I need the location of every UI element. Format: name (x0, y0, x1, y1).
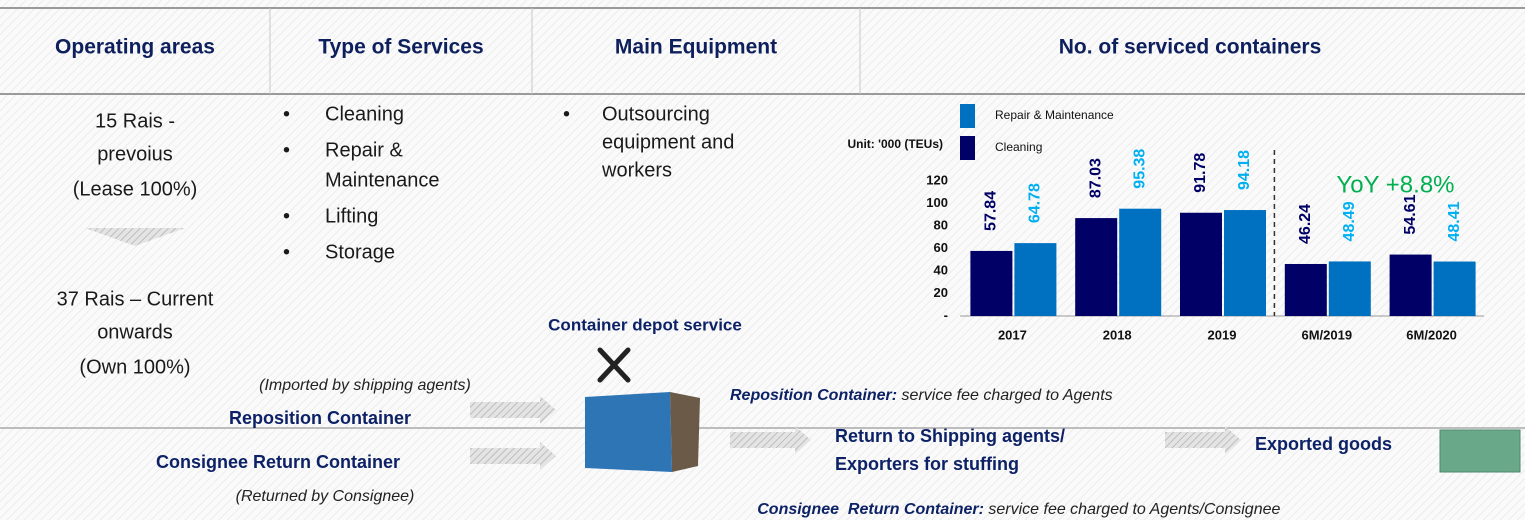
flow-note: (Returned by Consignee) (236, 488, 415, 505)
bar (1075, 218, 1117, 316)
fee-label: Consignee Return Container: (757, 501, 984, 518)
area-text: 37 Rais – Current (57, 288, 214, 310)
list-item: equipment and (602, 131, 734, 153)
y-tick-label: 60 (934, 240, 948, 255)
value-label: 46.24 (1297, 204, 1314, 244)
fee-note: Reposition Container: service fee charge… (730, 387, 1113, 404)
fee-label: Reposition Container: (730, 387, 897, 404)
y-tick-label: 120 (926, 172, 948, 187)
fee-note: Consignee Return Container: service fee … (735, 501, 1294, 518)
legend-label: Repair & Maintenance (995, 108, 1114, 122)
legend-swatch (960, 136, 975, 160)
x-tick-label: 6M/2020 (1406, 327, 1457, 342)
bar (1224, 210, 1266, 316)
bullet: • (283, 205, 290, 227)
value-label: 57.84 (983, 191, 1000, 231)
value-label: 87.03 (1087, 158, 1104, 198)
container-door (670, 392, 700, 472)
header: Type of Services (318, 36, 483, 59)
container-icon (585, 392, 700, 472)
list-item: Storage (325, 241, 395, 263)
area-text: onwards (97, 321, 173, 343)
annotation: YoY +8.8% (1336, 171, 1454, 198)
x-tick-label: 2018 (1103, 327, 1132, 342)
slide: Operating areas Type of Services Main Eq… (0, 0, 1525, 520)
list-item: workers (601, 159, 672, 181)
x-tick-label: 2017 (998, 327, 1027, 342)
list-item: Lifting (325, 205, 378, 227)
y-tick-label: 80 (934, 217, 948, 232)
bar (1119, 209, 1161, 316)
bar (1434, 262, 1476, 316)
legend-swatch (960, 104, 975, 128)
bar (1329, 261, 1371, 316)
list-item: Repair & (325, 139, 403, 161)
y-tick-label: 40 (934, 262, 948, 277)
bar (970, 251, 1012, 316)
y-tick-label: 100 (926, 195, 948, 210)
bar (1014, 243, 1056, 316)
area-text: (Own 100%) (79, 356, 190, 378)
value-label: 64.78 (1027, 183, 1044, 223)
x-tick-label: 6M/2019 (1302, 327, 1353, 342)
header: No. of serviced containers (1059, 36, 1322, 59)
fee-text: service fee charged to Agents (897, 387, 1113, 404)
flow-label: Reposition Container (229, 408, 411, 428)
export-container-icon (1440, 430, 1520, 472)
y-tick-label: - (944, 307, 948, 322)
list-item: Maintenance (325, 169, 440, 191)
bullet: • (283, 241, 290, 263)
value-label: 54.61 (1402, 194, 1419, 234)
list-item: Outsourcing (602, 103, 710, 125)
y-tick-label: 20 (934, 285, 948, 300)
bar (1390, 255, 1432, 316)
area-text: (Lease 100%) (73, 178, 198, 200)
bar (1285, 264, 1327, 316)
flow-label: Return to Shipping agents/ (835, 426, 1065, 446)
depot-title: Container depot service (548, 315, 742, 334)
flow-label: Consignee Return Container (156, 452, 400, 472)
area-text: prevoius (97, 143, 173, 165)
value-label: 95.38 (1131, 149, 1148, 189)
x-tick-label: 2019 (1208, 327, 1237, 342)
container-body (585, 392, 672, 472)
header: Main Equipment (615, 36, 777, 59)
legend-label: Cleaning (995, 140, 1042, 154)
bullet: • (563, 103, 570, 125)
bullet: • (283, 103, 290, 125)
value-label: 94.18 (1236, 150, 1253, 190)
header: Operating areas (55, 36, 215, 59)
value-label: 48.49 (1341, 201, 1358, 241)
flow-label: Exporters for stuffing (835, 454, 1019, 474)
area-text: 15 Rais - (95, 110, 175, 132)
flow-label: Exported goods (1255, 434, 1392, 454)
flow-note: (Imported by shipping agents) (259, 377, 471, 394)
value-label: 48.41 (1446, 201, 1463, 241)
fee-text: service fee charged to Agents/Consignee (984, 501, 1281, 518)
list-item: Cleaning (325, 103, 404, 125)
value-label: 91.78 (1192, 153, 1209, 193)
bar (1180, 213, 1222, 316)
bullet: • (283, 139, 290, 161)
unit-label: Unit: '000 (TEUs) (847, 137, 943, 151)
